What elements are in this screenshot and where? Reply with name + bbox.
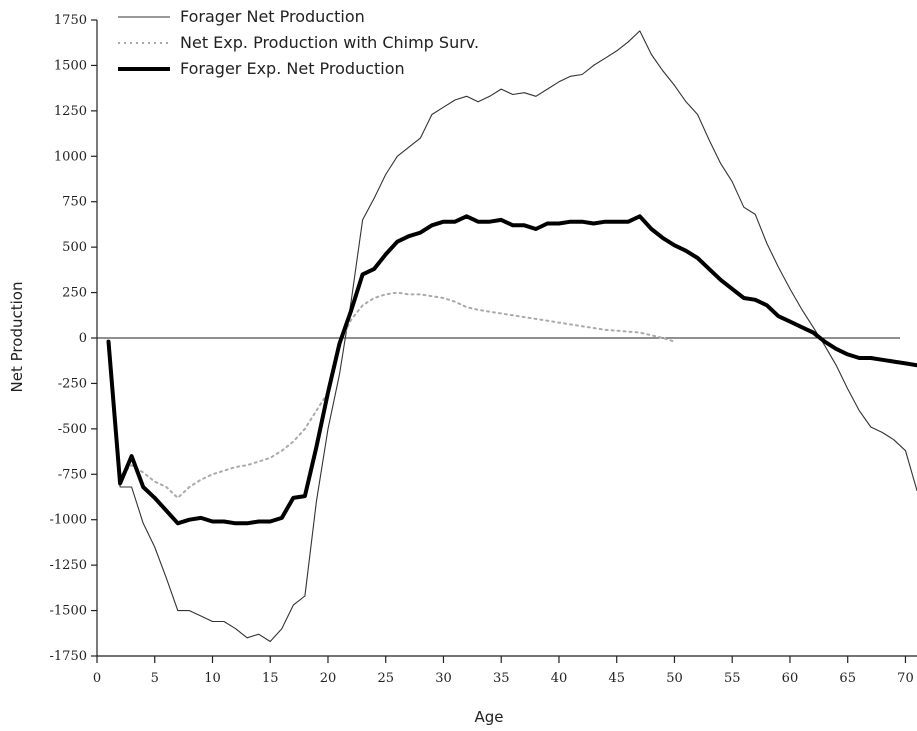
series-line-3 [106, 214, 917, 526]
x-tick-label: 10 [204, 671, 221, 686]
series-layer [106, 30, 917, 643]
x-tick-label: 65 [839, 671, 856, 686]
legend: Forager Net Production Net Exp. Productio… [118, 7, 479, 78]
y-tick-label: -750 [58, 467, 87, 482]
x-tick-label: 30 [435, 671, 452, 686]
y-tick-label: 1250 [54, 104, 87, 119]
y-axis: 1750 1500 1250 1000 750 500 250 0 -250 -500 -750 -1… [50, 13, 98, 664]
y-tick-label: -250 [58, 376, 87, 391]
x-tick-label: 45 [608, 671, 625, 686]
x-tick-label: 60 [782, 671, 799, 686]
y-tick-label: 750 [62, 195, 87, 210]
y-tick-label: -500 [58, 422, 87, 437]
x-tick-label: 70 [897, 671, 914, 686]
x-tick-label: 5 [151, 671, 159, 686]
y-tick-label: -1750 [50, 649, 87, 664]
y-tick-label: 500 [62, 240, 87, 255]
x-tick-label: 25 [377, 671, 394, 686]
x-axis-title: Age [474, 708, 503, 726]
legend-label-3: Forager Exp. Net Production [180, 59, 405, 78]
x-tick-label: 50 [666, 671, 683, 686]
y-tick-label: -1250 [50, 558, 87, 573]
series-line-1 [107, 30, 917, 643]
y-tick-label: 1000 [54, 149, 87, 164]
series-line-2 [107, 291, 676, 499]
x-tick-label: 15 [262, 671, 279, 686]
legend-label-2: Net Exp. Production with Chimp Surv. [180, 33, 479, 52]
x-tick-label: 40 [551, 671, 568, 686]
y-tick-label: 1500 [54, 58, 87, 73]
y-tick-label: 1750 [54, 13, 87, 28]
y-tick-label: -1500 [50, 604, 87, 619]
x-tick-label: 20 [320, 671, 337, 686]
x-tick-label: 35 [493, 671, 510, 686]
x-tick-label: 55 [724, 671, 741, 686]
y-axis-title: Net Production [8, 282, 26, 393]
y-tick-label: 250 [62, 286, 87, 301]
y-tick-label: -1000 [50, 513, 87, 528]
x-tick-label: 0 [93, 671, 101, 686]
legend-label-1: Forager Net Production [180, 7, 365, 26]
x-axis: 0 5 10 15 20 25 30 35 40 45 50 55 60 65 70 [93, 655, 917, 686]
y-tick-label: 0 [79, 331, 87, 346]
